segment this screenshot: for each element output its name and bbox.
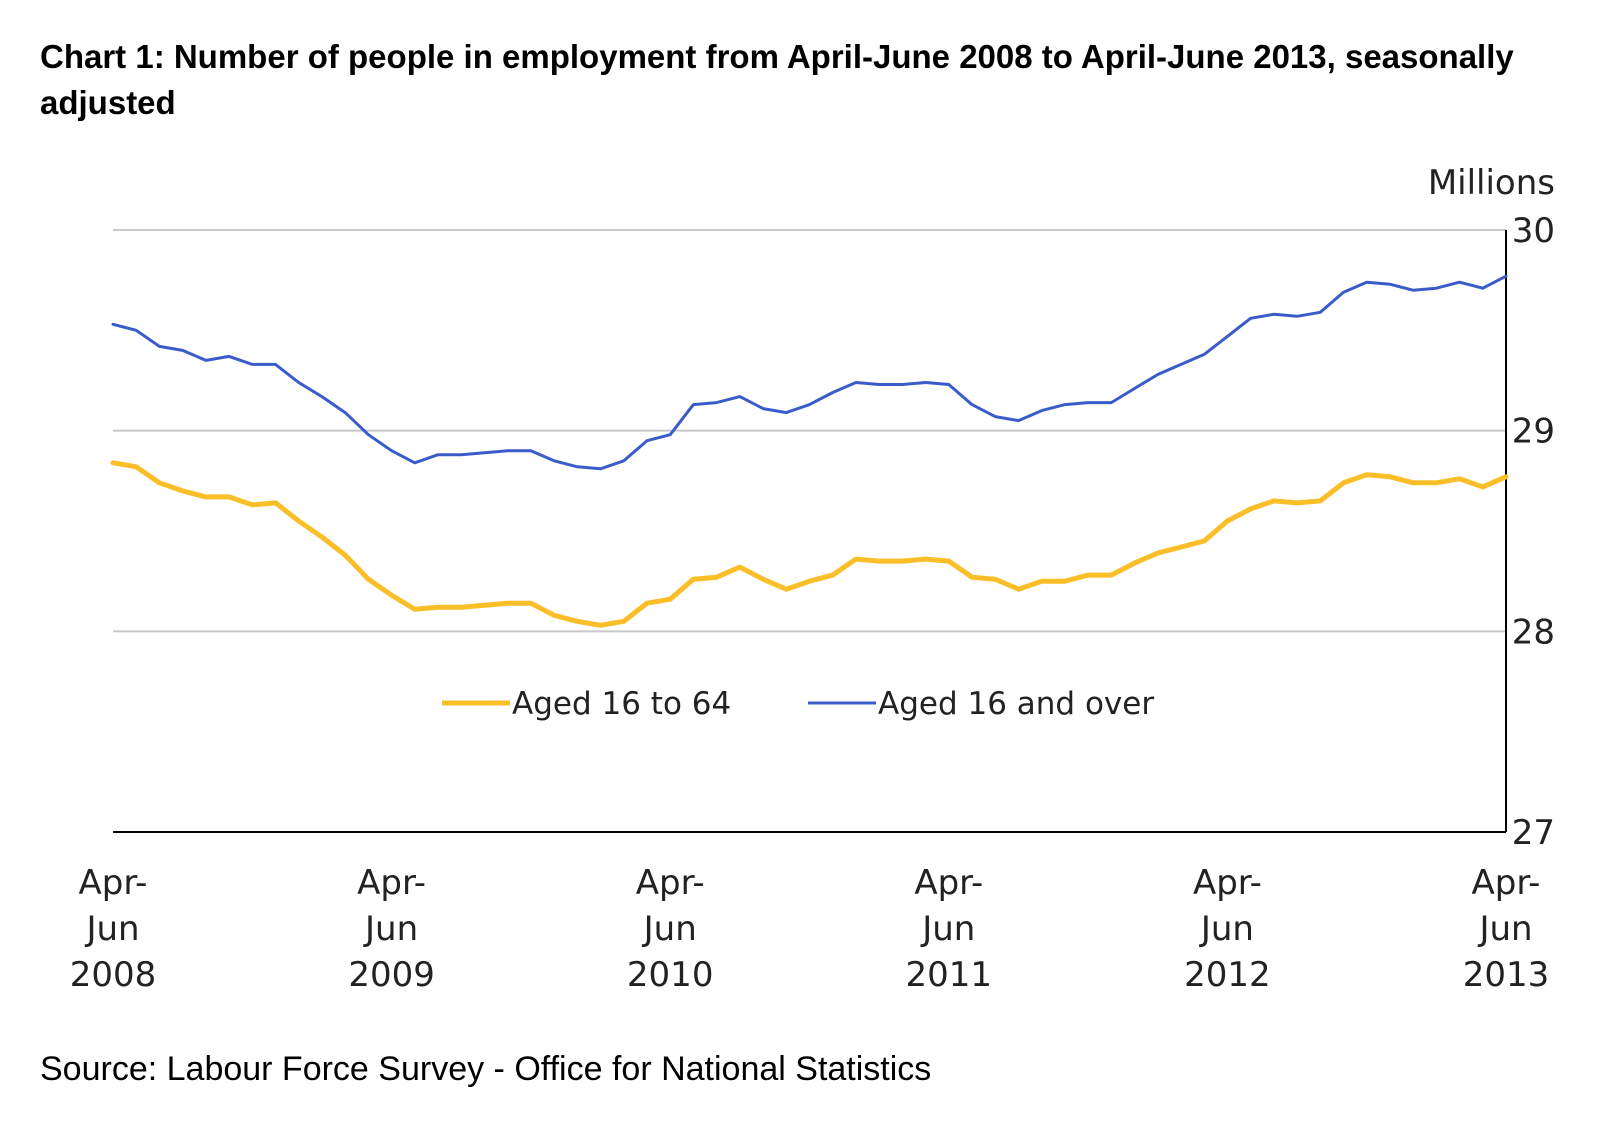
x-tick-label-5-line-2: 2013 <box>1463 955 1550 995</box>
x-tick-label-5-line-0: Apr- <box>1472 863 1541 903</box>
x-tick-label-0-line-0: Apr- <box>79 863 148 903</box>
x-tick-labels: Apr- Jun 2008 Apr- Jun 2009 Apr- Jun 2010 Apr- Jun… <box>70 863 1550 995</box>
x-tick-label-3-line-2: 2011 <box>906 955 993 995</box>
x-tick-label-4-line-0: Apr- <box>1193 863 1262 903</box>
legend-label-aged-16-and-over: Aged 16 and over <box>878 686 1154 722</box>
x-tick-label-1-line-1: Jun <box>363 909 418 949</box>
x-tick-label-4-line-1: Jun <box>1199 909 1254 949</box>
x-tick-label-3-line-0: Apr- <box>914 863 983 903</box>
y-tick-label-30: 30 <box>1512 211 1555 251</box>
axes <box>113 230 1507 833</box>
series-lines <box>110 274 1509 628</box>
y-tick-label-28: 28 <box>1512 612 1555 652</box>
series-line-aged-16-and-over <box>111 274 1508 471</box>
y-tick-label-29: 29 <box>1512 412 1555 452</box>
source-note: Source: Labour Force Survey - Office for… <box>40 1050 932 1088</box>
series-line-aged-16-to-64 <box>110 460 1509 628</box>
x-tick-label-0-line-2: 2008 <box>70 955 157 995</box>
x-tick-label-3-line-1: Jun <box>920 909 975 949</box>
x-tick-label-0-line-1: Jun <box>84 909 139 949</box>
gridlines <box>113 229 1506 633</box>
x-tick-label-2-line-1: Jun <box>642 909 697 949</box>
legend: Aged 16 to 64 Aged 16 and over <box>442 686 1154 722</box>
x-tick-label-2-line-0: Apr- <box>636 863 705 903</box>
x-tick-label-4-line-2: 2012 <box>1184 955 1271 995</box>
legend-label-aged-16-to-64: Aged 16 to 64 <box>512 686 731 722</box>
x-tick-label-1-line-2: 2009 <box>348 955 435 995</box>
x-tick-label-5-line-1: Jun <box>1477 909 1532 949</box>
y-tick-labels: 27 28 29 30 <box>1512 211 1555 853</box>
chart-title: Chart 1: Number of people in employment … <box>40 38 1514 121</box>
y-axis-unit-label: Millions <box>1428 163 1555 203</box>
y-tick-label-27: 27 <box>1512 813 1555 853</box>
x-tick-label-1-line-0: Apr- <box>357 863 426 903</box>
x-tick-label-2-line-2: 2010 <box>627 955 714 995</box>
